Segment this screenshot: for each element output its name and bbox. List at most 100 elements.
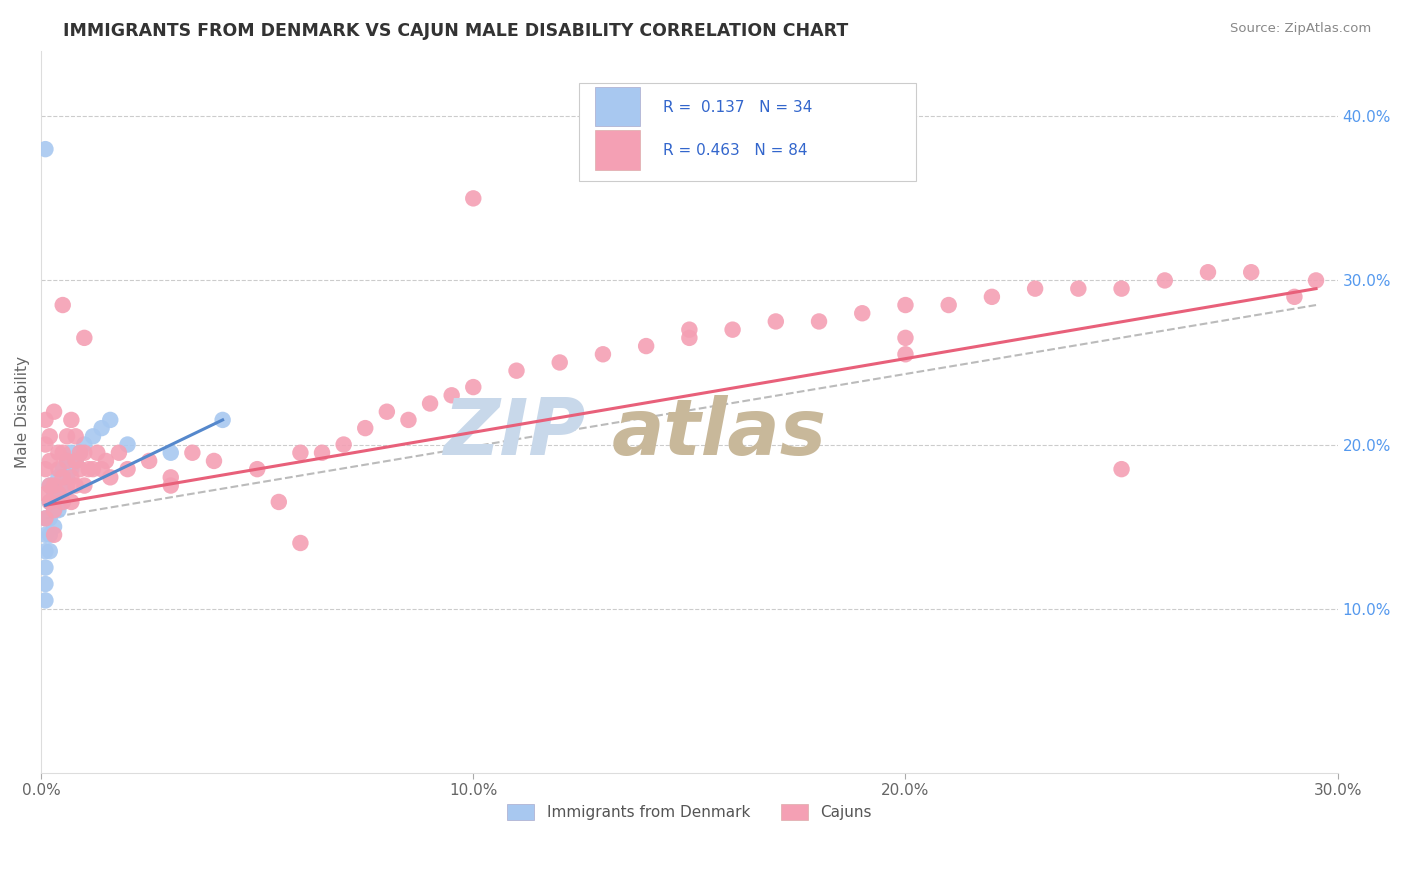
Point [34,487,56,501]
Point [60,413,83,427]
Point [181,446,204,460]
Legend: Immigrants from Denmark, Cajuns: Immigrants from Denmark, Cajuns [501,798,877,827]
Point [159,470,181,484]
Point [159,446,181,460]
Point [290,446,312,460]
Point [34,593,56,607]
Point [38,478,60,492]
Point [48,487,70,501]
Point [48,446,70,460]
Point [42,478,65,492]
Point [267,495,290,509]
Point [108,446,131,460]
Point [117,462,139,476]
Point [202,454,225,468]
FancyBboxPatch shape [595,130,640,169]
Point [56,454,79,468]
Point [246,462,269,476]
Point [73,478,96,492]
Point [34,511,56,525]
Point [48,487,70,501]
Point [98,413,121,427]
Point [86,446,108,460]
Point [1305,273,1327,287]
Point [211,413,233,427]
Point [290,536,312,550]
Point [636,339,658,353]
Point [82,462,104,476]
Point [765,314,787,328]
Point [159,478,181,492]
Point [52,446,75,460]
Point [1111,282,1133,296]
Point [894,347,917,361]
Text: ZIP: ZIP [443,395,586,471]
Point [980,290,1002,304]
Point [1197,265,1219,279]
Point [98,470,121,484]
Point [34,528,56,542]
Point [42,528,65,542]
Point [1153,273,1175,287]
Point [894,298,917,312]
Point [1024,282,1046,296]
Point [38,454,60,468]
Point [463,191,485,205]
Point [65,454,87,468]
Point [463,380,485,394]
Point [52,495,75,509]
Point [38,544,60,558]
Point [52,495,75,509]
Point [34,142,56,156]
Point [56,478,79,492]
Point [90,462,112,476]
FancyBboxPatch shape [595,87,640,127]
Point [48,470,70,484]
Point [851,306,873,320]
Point [38,528,60,542]
Point [1111,462,1133,476]
Point [678,323,700,337]
Point [1284,290,1306,304]
Point [938,298,960,312]
Point [52,462,75,476]
Point [90,421,112,435]
Text: Source: ZipAtlas.com: Source: ZipAtlas.com [1230,22,1371,36]
Point [73,331,96,345]
Point [721,323,744,337]
Point [77,462,100,476]
Point [69,462,91,476]
Point [440,388,463,402]
Point [38,495,60,509]
Text: atlas: atlas [612,395,827,471]
Point [1240,265,1263,279]
Point [48,462,70,476]
Point [73,437,96,451]
Point [419,396,441,410]
Point [94,454,117,468]
Point [34,462,56,476]
Point [73,446,96,460]
Point [808,314,831,328]
Point [311,446,333,460]
Point [592,347,614,361]
Point [548,355,571,369]
Point [38,495,60,509]
FancyBboxPatch shape [579,83,917,181]
Point [34,437,56,451]
Point [38,429,60,443]
Text: R = 0.463   N = 84: R = 0.463 N = 84 [664,143,808,158]
Point [38,478,60,492]
Point [38,511,60,525]
Point [398,413,420,427]
Point [82,429,104,443]
Point [69,446,91,460]
Point [42,503,65,517]
Point [1067,282,1090,296]
Point [505,364,527,378]
Point [69,446,91,460]
Point [56,429,79,443]
Point [138,454,160,468]
Point [56,470,79,484]
Point [48,503,70,517]
